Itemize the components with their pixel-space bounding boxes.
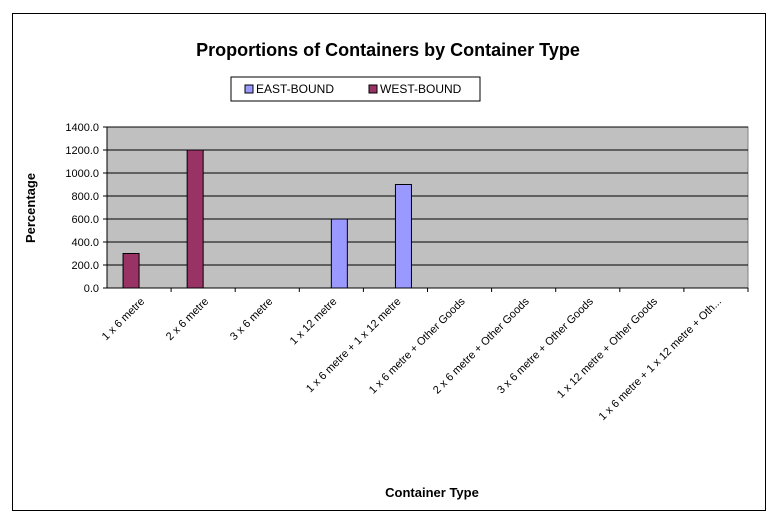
y-tick-label: 800.0 bbox=[71, 191, 99, 203]
legend: EAST-BOUND WEST-BOUND bbox=[230, 76, 481, 102]
legend-label-east: EAST-BOUND bbox=[256, 82, 334, 96]
x-tick-label: 3 x 6 metre bbox=[228, 296, 275, 343]
legend-label-west: WEST-BOUND bbox=[380, 82, 462, 96]
y-tick-label: 1400.0 bbox=[65, 122, 99, 134]
legend-box bbox=[230, 76, 481, 102]
bar-west-0 bbox=[122, 253, 140, 289]
bar-east-4 bbox=[394, 184, 412, 289]
legend-swatch-west bbox=[368, 84, 378, 94]
x-axis-label: Container Type bbox=[385, 485, 479, 500]
y-tick-label: 600.0 bbox=[71, 214, 99, 226]
y-tick-label: 400.0 bbox=[71, 237, 99, 249]
y-axis-ticks: 0.0 200.0 400.0 600.0 800.0 1000.0 1200.0 1400.… bbox=[65, 122, 107, 295]
x-tick-label: 1 x 6 metre bbox=[100, 296, 147, 343]
gridlines bbox=[107, 126, 748, 266]
legend-swatch-east bbox=[244, 84, 254, 94]
bar-west-1 bbox=[186, 149, 204, 289]
y-tick-label: 1200.0 bbox=[65, 145, 99, 157]
y-axis-label: Percentage bbox=[23, 173, 38, 243]
x-tick-label: 1 x 6 metre + 1 x 12 metre + Oth... bbox=[597, 296, 724, 423]
x-axis-ticks: 1 x 6 metre 2 x 6 metre 3 x 6 metre 1 x 12 … bbox=[100, 288, 749, 423]
y-tick-label: 0.0 bbox=[84, 283, 99, 295]
chart-title: Proportions of Containers by Container T… bbox=[196, 40, 580, 60]
y-tick-label: 1000.0 bbox=[65, 168, 99, 180]
x-tick-label: 1 x 12 metre bbox=[288, 296, 340, 348]
y-tick-label: 200.0 bbox=[71, 260, 99, 272]
x-tick-label: 2 x 6 metre bbox=[164, 296, 211, 343]
bar-east-3 bbox=[330, 218, 348, 289]
